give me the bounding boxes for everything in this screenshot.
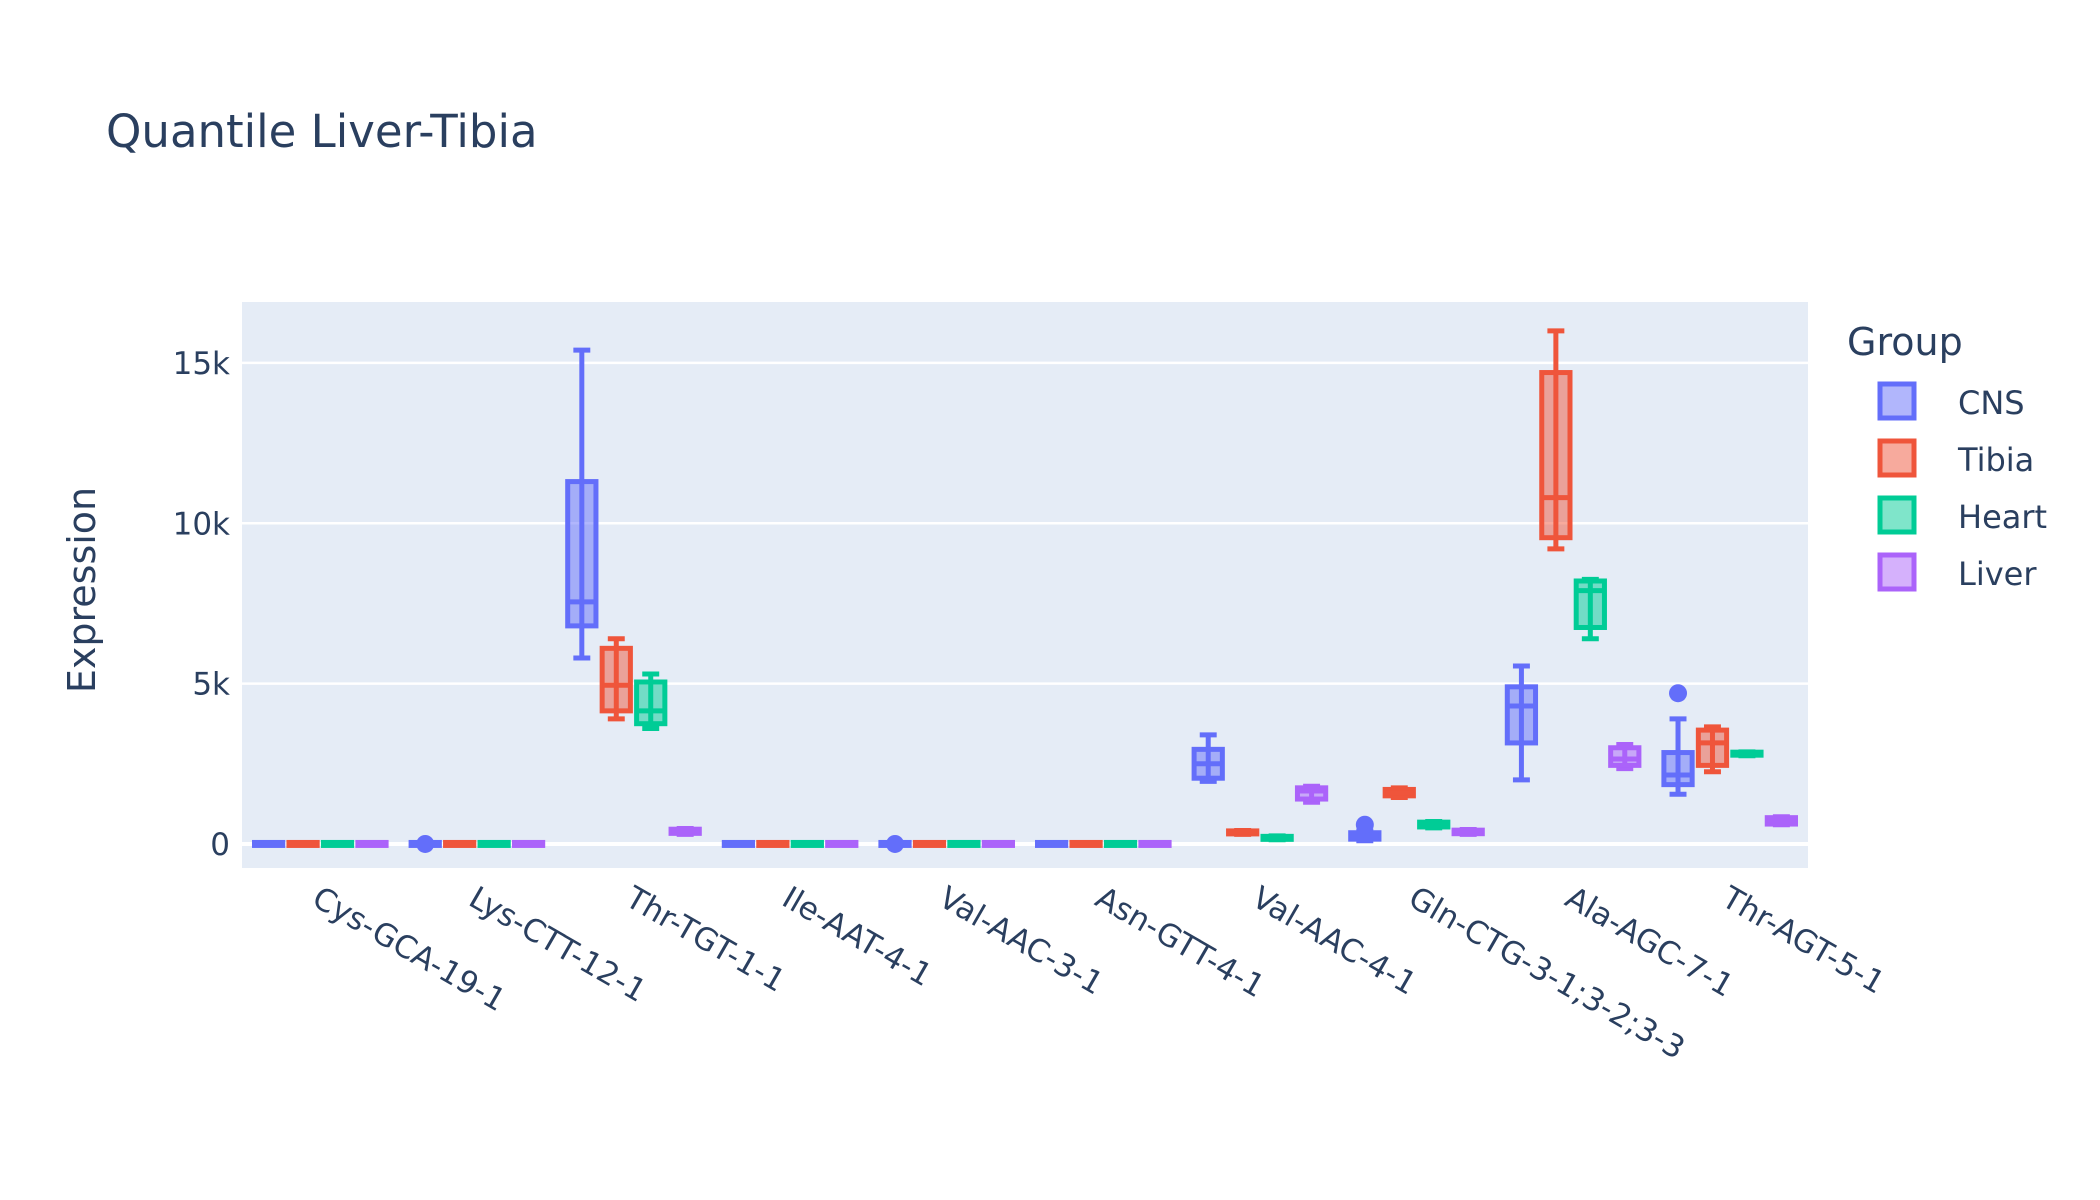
box-body xyxy=(1695,727,1730,768)
box-tibia[interactable] xyxy=(1226,827,1260,837)
box-cns[interactable] xyxy=(1504,663,1539,783)
box-tibia[interactable] xyxy=(1695,724,1730,775)
box-tibia[interactable] xyxy=(1069,839,1103,848)
box-heart[interactable] xyxy=(477,839,511,848)
box-heart[interactable] xyxy=(1103,839,1138,848)
y-tick-label: 15k xyxy=(173,346,230,382)
legend-swatch xyxy=(1877,381,1917,421)
outlier-point xyxy=(1355,815,1374,834)
legend-label: Heart xyxy=(1958,498,2047,536)
x-tick-label: Asn-GTT-4-1 xyxy=(1089,880,1270,1005)
x-tick-label: Val-AAC-3-1 xyxy=(933,880,1110,1003)
series-liver xyxy=(355,742,1799,848)
box-heart[interactable] xyxy=(1417,819,1451,831)
box-cns[interactable] xyxy=(1348,815,1382,844)
box-liver[interactable] xyxy=(1451,827,1485,837)
y-tick-label: 0 xyxy=(210,827,230,863)
box-liver[interactable] xyxy=(981,839,1016,848)
box-cns[interactable] xyxy=(1661,684,1695,797)
series-heart xyxy=(320,576,1764,848)
box-body xyxy=(1504,684,1539,746)
box-cns[interactable] xyxy=(878,834,912,853)
box-tibia[interactable] xyxy=(443,839,477,848)
box-tibia[interactable] xyxy=(599,636,633,722)
series-tibia xyxy=(286,328,1730,848)
box-liver[interactable] xyxy=(1764,814,1799,828)
box-tibia[interactable] xyxy=(286,839,320,848)
y-tick-label: 10k xyxy=(173,506,230,542)
y-axis-title: Expression xyxy=(60,487,104,693)
box-heart[interactable] xyxy=(790,839,824,848)
box-liver[interactable] xyxy=(355,839,389,848)
legend-title: Group xyxy=(1847,320,1963,364)
box-liver[interactable] xyxy=(1138,839,1172,848)
box-heart[interactable] xyxy=(947,839,981,848)
x-axis: Cys-GCA-19-1Lys-CTT-12-1Thr-TGT-1-1Ile-A… xyxy=(306,879,1890,1067)
y-axis: 0 5k 10k 15k xyxy=(173,346,230,863)
box-cns[interactable] xyxy=(721,839,756,848)
box-body xyxy=(1573,578,1607,630)
box-cns[interactable] xyxy=(1034,839,1069,848)
legend-swatch xyxy=(1877,552,1917,592)
box-liver[interactable] xyxy=(668,826,702,837)
box-heart[interactable] xyxy=(634,671,668,732)
box-tibia[interactable] xyxy=(912,839,947,848)
legend-swatch xyxy=(1877,495,1917,535)
chart-title: Quantile Liver-Tibia xyxy=(106,105,538,158)
legend-swatch xyxy=(1877,438,1917,478)
box-cns[interactable] xyxy=(1191,732,1225,784)
legend-item-liver[interactable]: Liver xyxy=(1877,552,2037,593)
box-body xyxy=(634,679,668,727)
box-body xyxy=(1539,370,1573,541)
legend-label: CNS xyxy=(1958,384,2025,422)
box-body xyxy=(1661,750,1695,788)
series-cns xyxy=(251,347,1695,853)
x-tick-label: Val-AAC-4-1 xyxy=(1246,880,1423,1003)
legend-item-heart[interactable]: Heart xyxy=(1877,495,2047,536)
box-cns[interactable] xyxy=(251,839,286,848)
box-cns[interactable] xyxy=(565,347,599,661)
legend-item-tibia[interactable]: Tibia xyxy=(1877,438,2034,479)
x-tick-label: Thr-AGT-5-1 xyxy=(1715,879,1891,1001)
outlier-point xyxy=(1669,684,1688,703)
plot-background xyxy=(242,302,1808,868)
y-tick-label: 5k xyxy=(192,667,230,703)
legend: Group CNS Tibia Heart Liver xyxy=(1847,320,2047,593)
box-heart[interactable] xyxy=(1573,576,1607,642)
box-liver[interactable] xyxy=(1608,742,1642,772)
box-liver[interactable] xyxy=(511,839,546,848)
box-heart[interactable] xyxy=(1730,749,1764,759)
legend-label: Tibia xyxy=(1957,441,2034,479)
plot-area xyxy=(242,302,1808,868)
box-tibia[interactable] xyxy=(1382,785,1416,800)
outlier-point xyxy=(416,834,435,853)
box-heart[interactable] xyxy=(1260,833,1294,843)
box-tibia[interactable] xyxy=(756,839,790,848)
outlier-point xyxy=(886,834,905,853)
x-tick-label: Ile-AAT-4-1 xyxy=(776,880,938,994)
x-tick-label: Gln-CTG-3-1;3-2;3-3 xyxy=(1403,880,1691,1067)
box-tibia[interactable] xyxy=(1539,328,1573,552)
box-body xyxy=(599,645,633,714)
box-liver[interactable] xyxy=(1294,783,1329,805)
legend-item-cns[interactable]: CNS xyxy=(1877,381,2025,422)
box-heart[interactable] xyxy=(320,839,355,848)
legend-label: Liver xyxy=(1958,555,2037,593)
box-cns[interactable] xyxy=(408,834,442,853)
box-liver[interactable] xyxy=(825,839,859,848)
